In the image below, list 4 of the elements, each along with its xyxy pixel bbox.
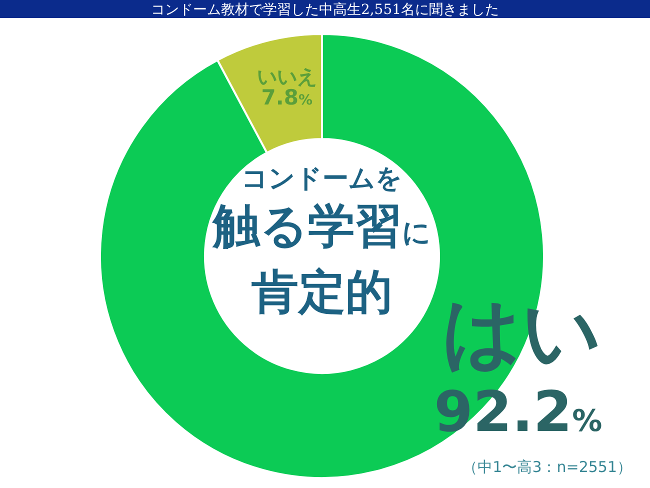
slice-label: はい [442, 288, 602, 378]
chart-title: コンドーム教材で学習した中高生2,551名に聞きました [150, 2, 500, 18]
text: コンドームを触る学習に肯定的 [213, 164, 431, 320]
text: （中1〜高3：n=2551） [462, 458, 632, 476]
